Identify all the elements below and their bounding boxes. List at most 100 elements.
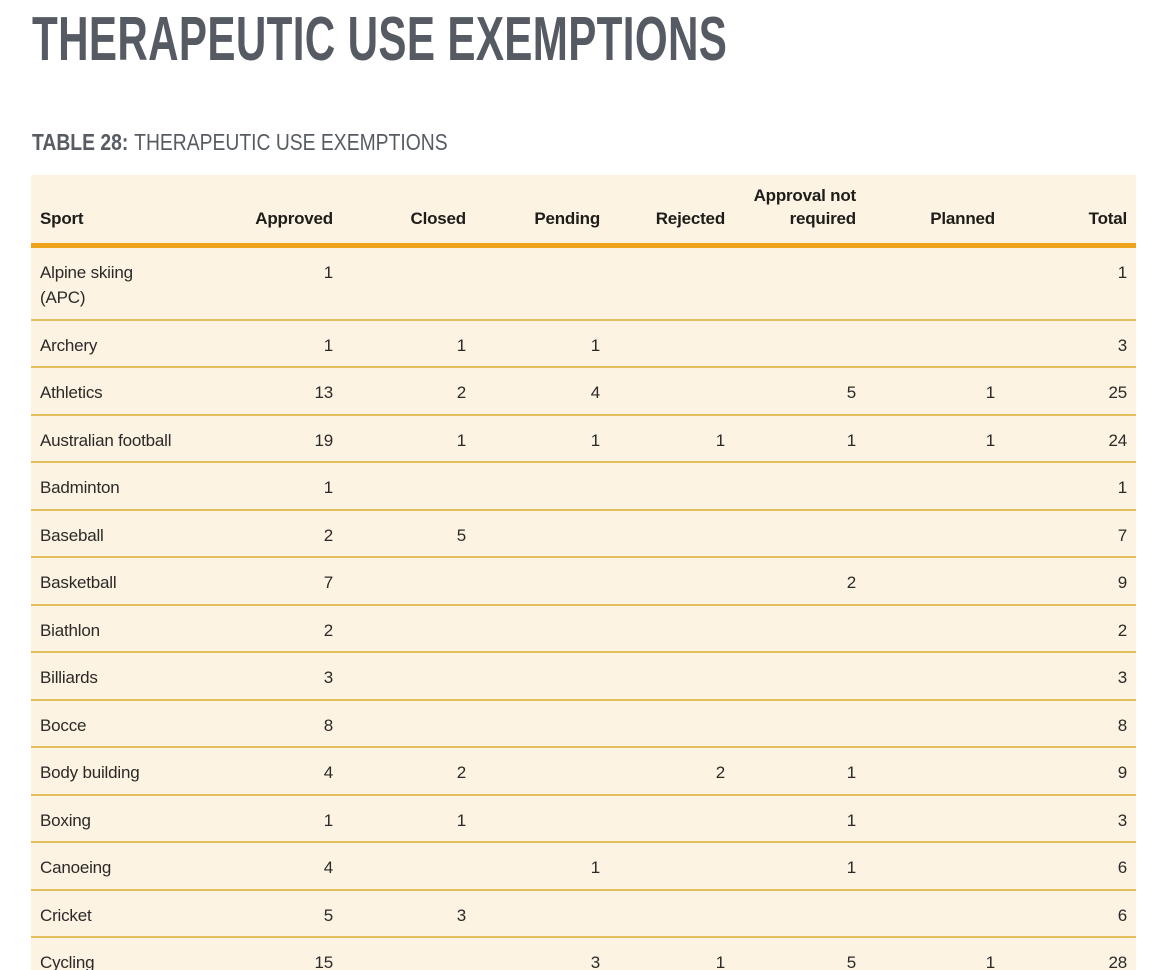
value-cell [600,319,725,368]
value-cell [600,604,725,653]
table-row: Alpine skiing (APC) 1 1 [31,245,1136,321]
value-cell: 1 [725,794,856,843]
value-cell: 3 [995,652,1136,701]
value-cell: 1 [211,319,333,368]
value-cell [333,842,466,891]
value-cell: 1 [333,414,466,463]
table-row: Cycling 15 3 1 5 1 28 [31,937,1136,970]
value-cell: 5 [725,937,856,970]
table-row: Archery 1 1 1 3 [31,319,1136,368]
value-cell [466,747,600,796]
value-cell: 1 [856,367,995,416]
value-cell: 2 [333,747,466,796]
table-row: Billiards 3 3 [31,652,1136,701]
value-cell: 1 [466,414,600,463]
value-cell: 19 [211,414,333,463]
value-cell [466,699,600,748]
table-row: Badminton 1 1 [31,462,1136,511]
table-row: Baseball 2 5 7 [31,509,1136,558]
sport-cell: Baseball [31,509,211,558]
sport-cell: Basketball [31,557,211,606]
value-cell: 2 [211,604,333,653]
value-cell [600,842,725,891]
table-caption-label: TABLE 28: [32,129,129,155]
col-header-closed: Closed [333,175,466,248]
value-cell: 1 [333,794,466,843]
value-cell: 1 [856,937,995,970]
value-cell [725,889,856,938]
table-row: Cricket 5 3 6 [31,889,1136,938]
value-cell [600,889,725,938]
value-cell [333,557,466,606]
value-cell [856,842,995,891]
value-cell [466,245,600,321]
value-cell: 1 [725,747,856,796]
value-cell: 2 [333,367,466,416]
table-row: Canoeing 4 1 1 6 [31,842,1136,891]
value-cell [725,319,856,368]
value-cell: 1 [995,462,1136,511]
value-cell: 25 [995,367,1136,416]
value-cell: 9 [995,747,1136,796]
value-cell [856,747,995,796]
value-cell [856,245,995,321]
value-cell [466,794,600,843]
value-cell: 1 [600,937,725,970]
sport-cell: Billiards [31,652,211,701]
value-cell [856,794,995,843]
tue-table: Sport Approved Closed Pending Rejected A… [31,175,1136,970]
value-cell [725,699,856,748]
value-cell: 1 [856,414,995,463]
sport-cell: Badminton [31,462,211,511]
table-row: Australian football 19 1 1 1 1 1 24 [31,414,1136,463]
table-caption: TABLE 28: THERAPEUTIC USE EXEMPTIONS [32,129,986,155]
value-cell: 15 [211,937,333,970]
value-cell: 5 [333,509,466,558]
value-cell [600,699,725,748]
value-cell: 1 [211,794,333,843]
value-cell: 1 [995,245,1136,321]
value-cell: 2 [995,604,1136,653]
value-cell [600,367,725,416]
value-cell: 3 [466,937,600,970]
sport-cell: Archery [31,319,211,368]
value-cell [333,699,466,748]
sport-cell: Alpine skiing (APC) [31,245,211,321]
value-cell: 5 [725,367,856,416]
value-cell [856,557,995,606]
value-cell: 3 [333,889,466,938]
value-cell [600,509,725,558]
value-cell: 1 [466,842,600,891]
value-cell: 8 [211,699,333,748]
value-cell [856,462,995,511]
table-row: Athletics 13 2 4 5 1 25 [31,367,1136,416]
value-cell [600,557,725,606]
value-cell: 1 [725,842,856,891]
col-header-planned: Planned [856,175,995,248]
value-cell [466,604,600,653]
value-cell [466,652,600,701]
table-header-row: Sport Approved Closed Pending Rejected A… [31,175,1136,248]
value-cell [856,509,995,558]
value-cell [600,794,725,843]
value-cell [466,462,600,511]
value-cell [466,557,600,606]
value-cell: 1 [211,245,333,321]
table-body: Alpine skiing (APC) 1 1 Archery 1 1 1 3 Athletic… [31,245,1136,970]
value-cell [856,889,995,938]
table-caption-text: THERAPEUTIC USE EXEMPTIONS [134,129,448,155]
col-header-approval-not-required: Approval not required [725,175,856,248]
value-cell [333,652,466,701]
sport-cell: Athletics [31,367,211,416]
sport-cell: Body building [31,747,211,796]
value-cell [856,699,995,748]
value-cell: 9 [995,557,1136,606]
value-cell [466,889,600,938]
value-cell: 6 [995,842,1136,891]
value-cell: 1 [211,462,333,511]
value-cell: 6 [995,889,1136,938]
col-header-total: Total [995,175,1136,248]
table-row: Body building 4 2 2 1 9 [31,747,1136,796]
value-cell: 3 [995,319,1136,368]
sport-cell: Canoeing [31,842,211,891]
